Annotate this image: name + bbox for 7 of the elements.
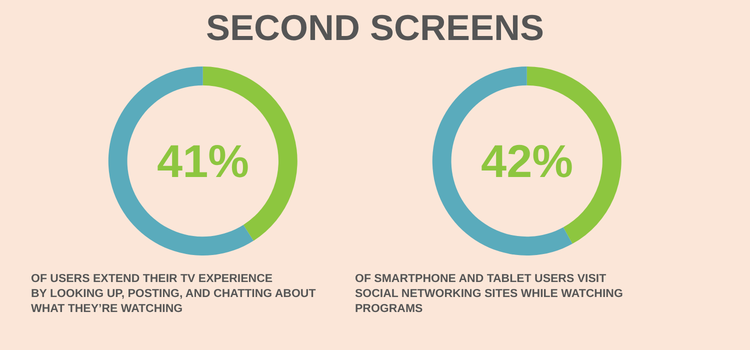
data-label: 41% — [157, 135, 250, 187]
text: SECOND SCREENS — [206, 7, 544, 48]
text: OF SMARTPHONE AND TABLET USERS VISIT SOCIAL NETWORKING SITES WHILE WATCHING PROGRAMS — [355, 273, 623, 315]
donut-slice — [108, 66, 254, 256]
text: OF USERS EXTEND THEIR TV EXPERIENCE BY LOOKING UP, POSTING, AND CHATTING ABOUT WHAT THEY’RE WATCHING — [31, 273, 316, 315]
data-label: 42% — [481, 135, 574, 187]
donut-slice — [432, 66, 572, 256]
